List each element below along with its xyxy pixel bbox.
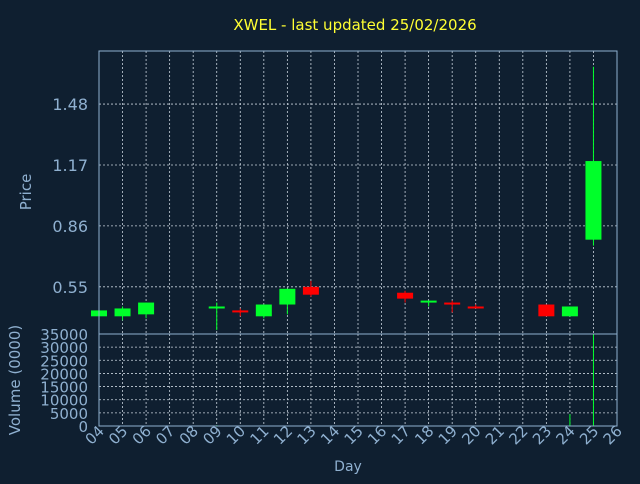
volume-tick-label: 0 bbox=[78, 418, 88, 436]
volume-tick-label: 10000 bbox=[40, 392, 88, 410]
candle-body-05 bbox=[114, 308, 131, 317]
price-tick-labels: 0.55 0.86 1.17 1.48 bbox=[52, 95, 88, 297]
volume-tick-label: 35000 bbox=[40, 326, 88, 344]
chart-title: XWEL - last updated 25/02/2026 bbox=[233, 16, 476, 34]
price-axis-label: Price bbox=[17, 174, 35, 211]
volume-grid bbox=[99, 334, 617, 426]
candle-body-25 bbox=[585, 161, 602, 240]
candle-body-12 bbox=[279, 288, 296, 305]
candle-body-18 bbox=[420, 300, 437, 303]
candle-body-06 bbox=[138, 302, 155, 315]
candle-body-19 bbox=[444, 302, 461, 305]
volume-plot-frame bbox=[98, 333, 618, 427]
candles bbox=[91, 66, 602, 331]
volume-tick-label: 5000 bbox=[50, 405, 88, 423]
candle-body-13 bbox=[302, 286, 319, 295]
candle-body-24 bbox=[561, 306, 578, 317]
x-axis-label: Day bbox=[334, 459, 362, 475]
candle-body-17 bbox=[397, 292, 414, 299]
x-tick-labels: 0405060708091011121314151617181920212223… bbox=[82, 422, 626, 448]
price-tick-label: 0.86 bbox=[52, 217, 88, 236]
axes bbox=[98, 50, 618, 427]
candle-body-10 bbox=[232, 310, 249, 313]
volume-tick-label: 20000 bbox=[40, 365, 88, 383]
volume-tick-label: 25000 bbox=[40, 352, 88, 370]
price-grid bbox=[99, 51, 617, 334]
volume-axis-label: Volume (0000) bbox=[6, 325, 24, 435]
volume-tick-label: 30000 bbox=[40, 339, 88, 357]
price-tick-label: 1.17 bbox=[52, 156, 88, 175]
volume-tick-label: 15000 bbox=[40, 379, 88, 397]
price-tick-label: 1.48 bbox=[52, 95, 88, 114]
candle-body-11 bbox=[255, 304, 272, 317]
candle-body-09 bbox=[208, 306, 225, 309]
candle-body-23 bbox=[538, 304, 555, 317]
candle-body-20 bbox=[467, 306, 484, 309]
price-tick-label: 0.55 bbox=[52, 278, 88, 297]
